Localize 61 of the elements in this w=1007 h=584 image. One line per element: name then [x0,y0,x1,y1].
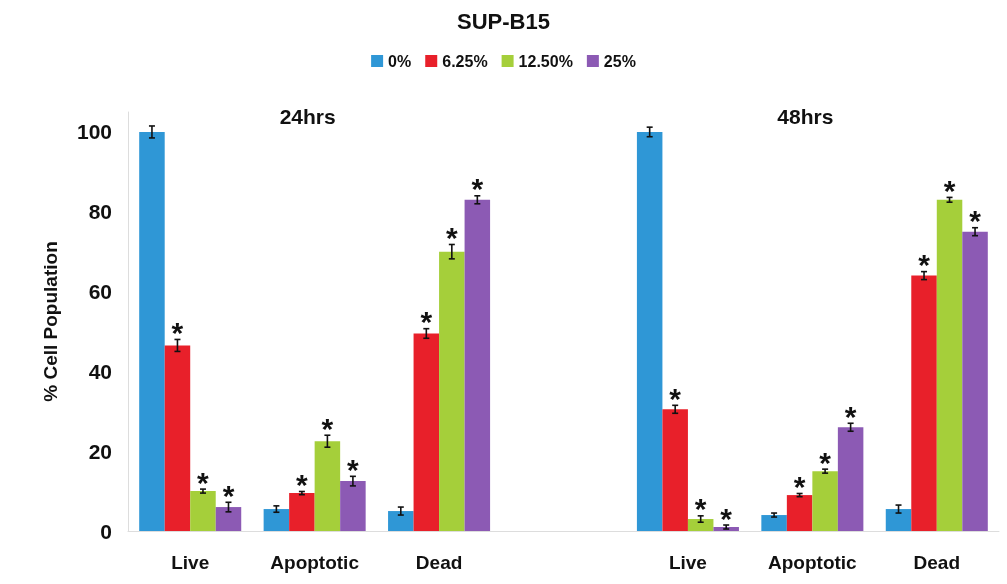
data-label: * [943,173,956,207]
legend-label: 6.25% [442,52,488,70]
data-label: * [793,469,806,503]
data-label: * [171,315,184,349]
bar [340,481,366,531]
data-label: * [321,411,334,445]
bar [139,131,165,531]
bar [263,509,290,531]
y-tick-label: 60 [88,280,112,304]
bar [885,509,912,531]
data-label: * [918,248,931,282]
legend-label: 0% [388,52,412,70]
x-tick-label: Apoptotic [768,552,858,573]
x-tick-label: Dead [913,552,961,573]
data-label: * [296,467,309,501]
bar [439,251,465,531]
bar [388,511,414,531]
data-label: * [222,478,235,512]
annotation: 48hrs [777,105,834,128]
data-label: * [969,204,982,238]
legend-label: 12.50% [518,52,573,70]
bar [936,199,963,531]
bar [464,199,491,531]
legend-label: 25% [603,52,636,70]
y-tick-label: 0 [100,519,112,543]
data-label: * [819,445,832,479]
bar [761,515,787,531]
data-label: * [420,305,433,339]
x-tick-label: Live [171,552,210,573]
data-label: * [844,399,857,433]
annotation: 24hrs [279,105,336,128]
bar [687,519,714,531]
x-tick-label: Apoptotic [270,552,360,573]
x-tick-label: Live [668,552,707,573]
bar [662,409,688,531]
y-tick-label: 20 [88,439,112,463]
bar [786,495,813,531]
chart-title: SUP-B15 [457,8,550,34]
y-tick-label: 100 [76,120,112,144]
y-tick-label: 40 [88,359,112,383]
data-label: * [347,452,360,486]
data-label: * [471,172,484,206]
bar [164,345,191,531]
data-label: * [720,501,733,535]
bar [962,231,988,531]
bar [812,471,838,531]
y-axis-title: % Cell Population [40,241,61,402]
bar [215,507,242,531]
bar [413,333,440,531]
data-label: * [445,220,458,254]
y-tick-label: 80 [88,200,112,224]
bar [289,493,315,531]
bar [837,427,864,531]
bar [636,131,663,531]
bar [911,275,937,531]
data-label: * [669,381,682,415]
x-tick-label: Dead [415,552,463,573]
data-label: * [694,492,707,526]
bar [314,441,341,531]
data-label: * [197,465,210,499]
bar [190,491,216,531]
